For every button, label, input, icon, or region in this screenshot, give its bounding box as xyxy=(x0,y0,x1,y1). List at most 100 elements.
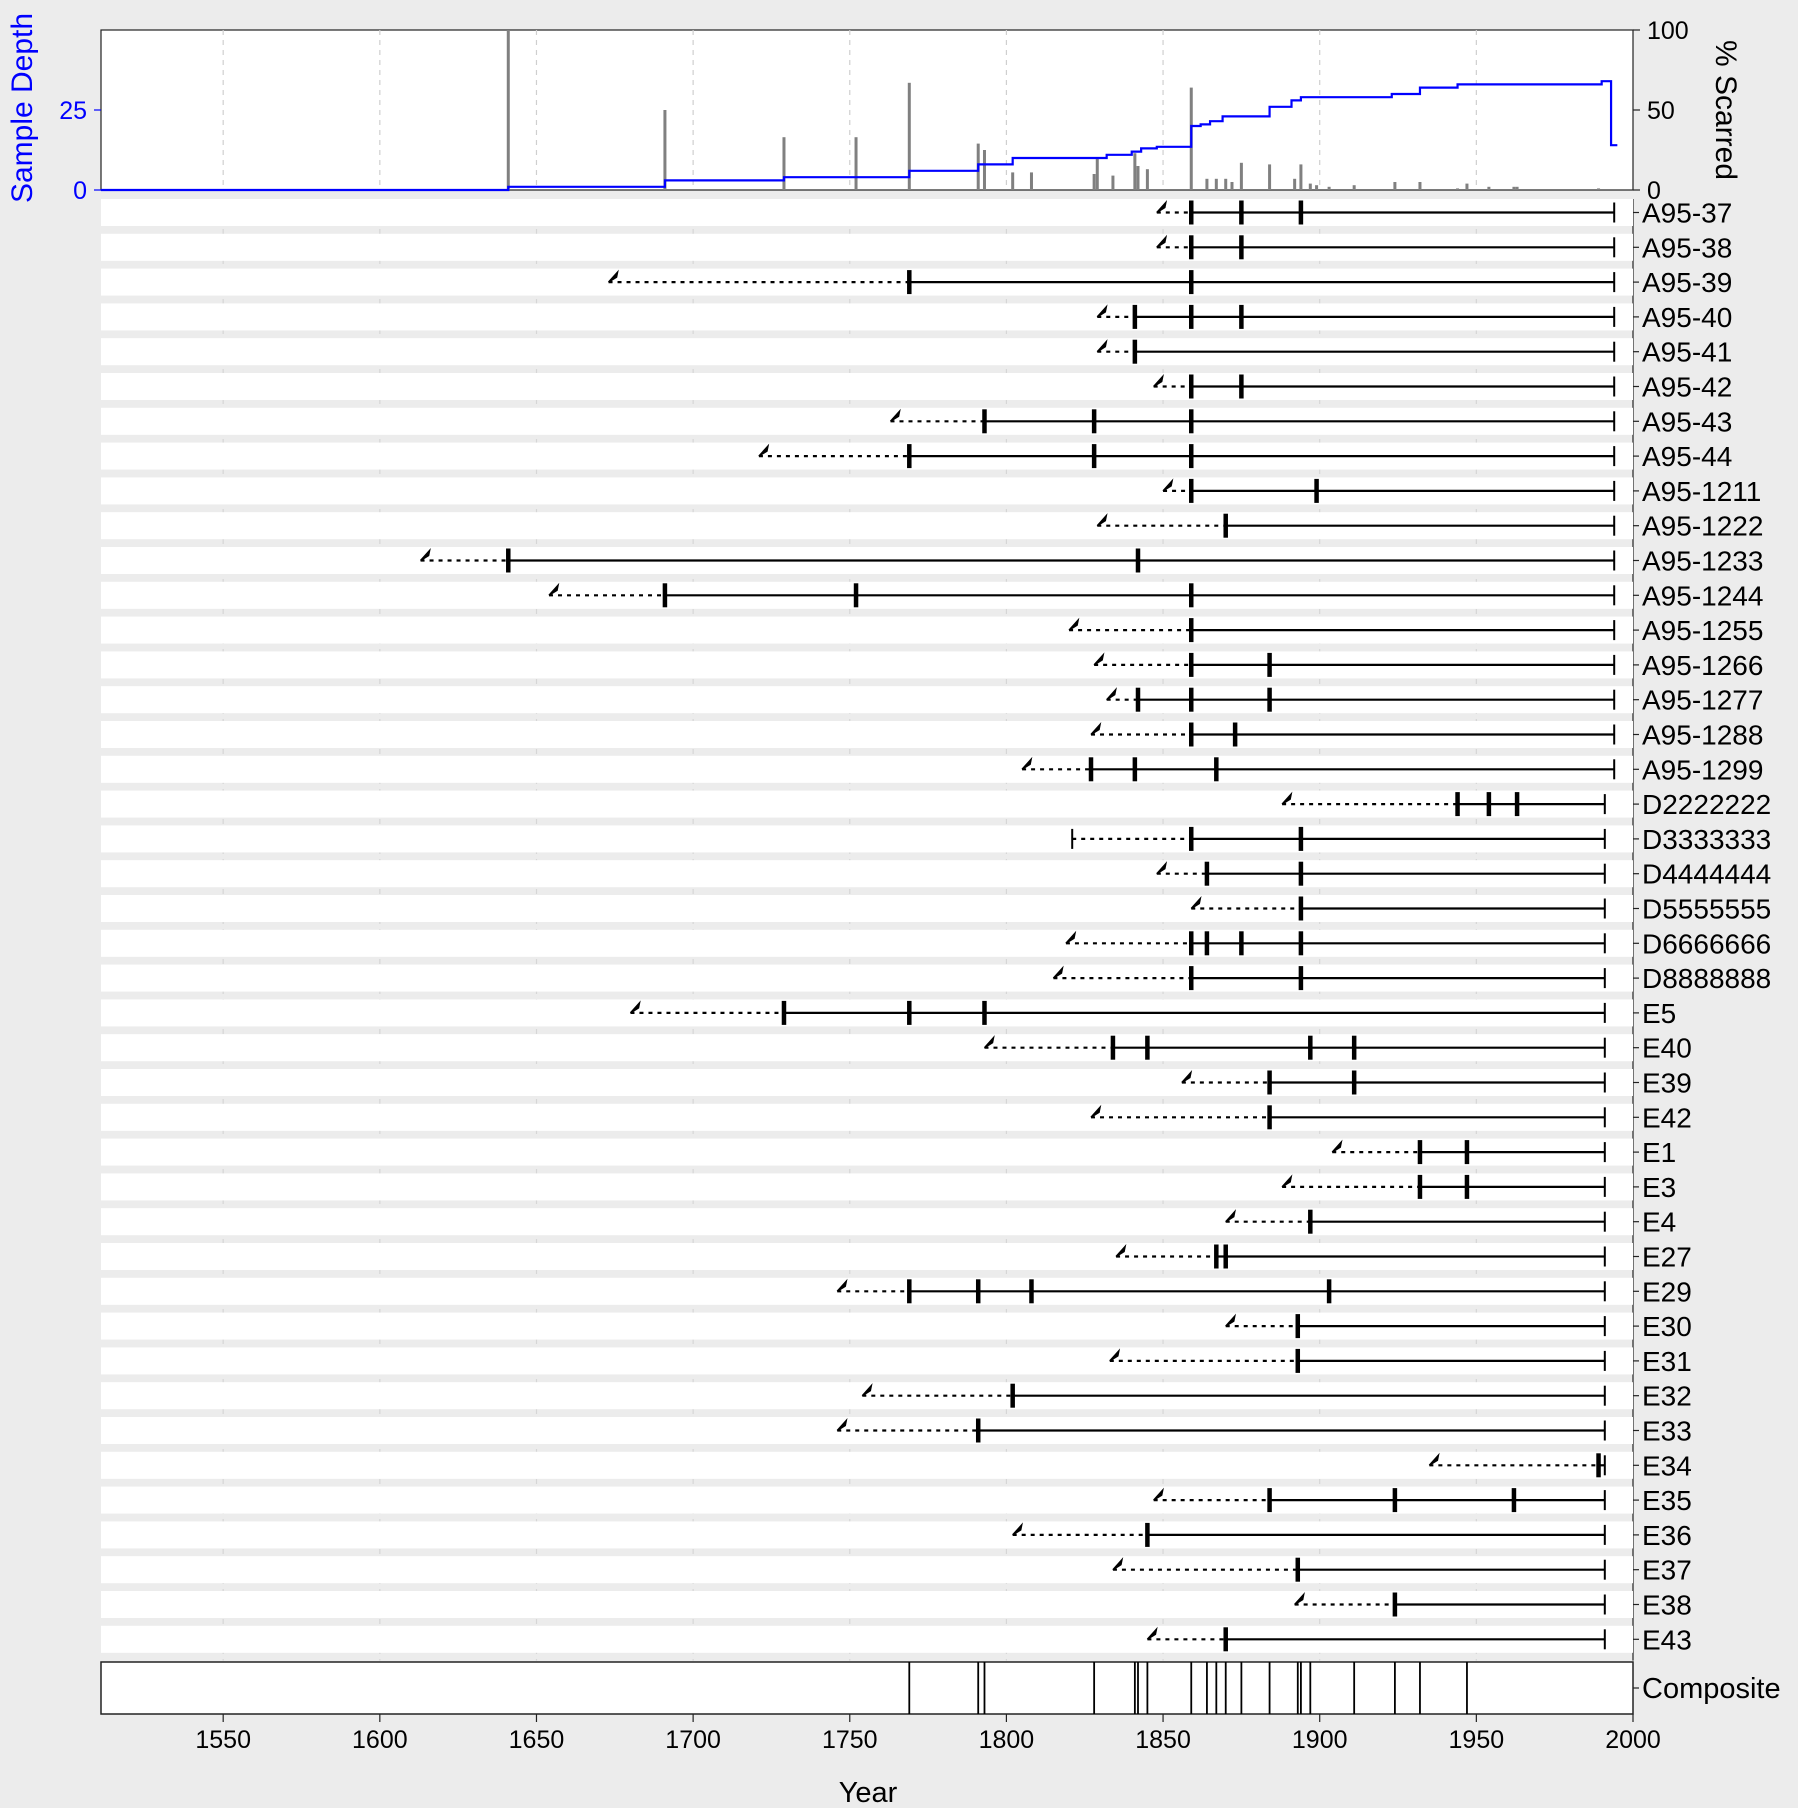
series-label: E34 xyxy=(1642,1450,1692,1481)
series-label: D6666666 xyxy=(1642,928,1771,959)
series-label: A95-41 xyxy=(1642,337,1732,368)
series-label: A95-1222 xyxy=(1642,511,1763,542)
series-label: A95-40 xyxy=(1642,302,1732,333)
series-label: A95-1233 xyxy=(1642,546,1763,577)
percent-scarred-bar xyxy=(1133,153,1137,190)
series-label: E43 xyxy=(1642,1624,1692,1655)
pith-marker xyxy=(1021,756,1033,770)
series-row: A95-37 xyxy=(101,198,1732,229)
percent-scarred-bar xyxy=(1145,169,1149,190)
percent-scarred-bar xyxy=(1214,178,1218,190)
pith-marker xyxy=(1181,1069,1193,1084)
series-row: A95-1255 xyxy=(101,615,1763,646)
series-row: D4444444 xyxy=(101,859,1771,890)
percent-scarred-bar xyxy=(663,110,667,190)
percent-scarred-bar xyxy=(506,30,510,190)
series-label: E40 xyxy=(1642,1033,1692,1064)
percent-scarred-bar xyxy=(982,150,986,190)
sample-depth-tick-label: 25 xyxy=(59,97,87,125)
series-row: A95-1266 xyxy=(101,650,1763,681)
percent-scarred-bars xyxy=(506,30,1601,190)
series-row: A95-1277 xyxy=(101,685,1763,716)
series-label: D2222222 xyxy=(1642,789,1771,820)
pith-marker xyxy=(1093,652,1105,666)
x-tick-label: 1550 xyxy=(195,1726,251,1754)
series-band xyxy=(101,1138,1633,1166)
percent-scarred-bar xyxy=(1299,164,1303,190)
pith-marker xyxy=(983,1035,995,1049)
percent-scarred-bar xyxy=(1029,172,1033,190)
tree-series: A95-37A95-38A95-39A95-40A95-41A95-42A95-… xyxy=(101,198,1771,1655)
series-label: D5555555 xyxy=(1642,894,1771,925)
percent-scarred-bar xyxy=(907,82,911,190)
percent-scarred-tick-label: 50 xyxy=(1647,97,1675,125)
series-label: E36 xyxy=(1642,1520,1692,1551)
percent-scarred-bar xyxy=(1095,158,1099,190)
series-label: A95-37 xyxy=(1642,198,1732,229)
pith-marker xyxy=(1109,1348,1121,1362)
series-row: D8888888 xyxy=(101,963,1771,994)
percent-scarred-bar xyxy=(1327,186,1331,190)
pith-marker xyxy=(1190,895,1202,910)
percent-scarred-tick-label: 0 xyxy=(1647,177,1661,205)
series-row: E37 xyxy=(101,1555,1692,1586)
percent-scarred-bar xyxy=(1239,162,1243,190)
series-row: A95-42 xyxy=(101,372,1732,403)
pith-marker xyxy=(1068,617,1080,631)
pith-marker xyxy=(1225,1313,1236,1327)
percent-scarred-bar xyxy=(1111,175,1115,190)
series-row: E4 xyxy=(101,1207,1676,1238)
series-row: A95-43 xyxy=(101,406,1732,437)
series-row: E36 xyxy=(101,1520,1692,1551)
series-row: D5555555 xyxy=(101,894,1771,925)
series-label: A95-43 xyxy=(1642,406,1732,437)
series-label: E38 xyxy=(1642,1590,1692,1621)
percent-scarred-bar xyxy=(1011,172,1015,190)
series-label: D8888888 xyxy=(1642,963,1771,994)
pith-marker xyxy=(1225,1209,1236,1223)
series-label: E3 xyxy=(1642,1172,1676,1203)
percent-scarred-bar xyxy=(782,137,786,190)
percent-scarred-bar xyxy=(1487,186,1491,190)
pith-marker xyxy=(1162,478,1174,492)
percent-scarred-bar xyxy=(1230,182,1234,190)
series-label: A95-1288 xyxy=(1642,720,1763,751)
x-tick-label: 1650 xyxy=(509,1726,565,1754)
percent-scarred-bar xyxy=(1465,183,1469,190)
series-row: E27 xyxy=(101,1242,1692,1273)
sample-depth-axis-label: Sample Depth xyxy=(6,13,39,203)
series-label: A95-1299 xyxy=(1642,754,1763,785)
pith-marker xyxy=(1156,199,1168,214)
series-label: E39 xyxy=(1642,1068,1692,1099)
series-label: A95-1277 xyxy=(1642,685,1763,716)
pith-marker xyxy=(1281,1174,1293,1188)
pith-marker xyxy=(1294,1591,1305,1606)
composite-frame xyxy=(100,1661,1634,1715)
percent-scarred-bar xyxy=(1597,188,1601,190)
series-row: A95-1233 xyxy=(101,546,1763,577)
series-label: A95-39 xyxy=(1642,267,1732,298)
series-row: A95-1244 xyxy=(101,580,1763,611)
series-label: E29 xyxy=(1642,1276,1692,1307)
percent-scarred-bar xyxy=(1268,164,1272,190)
series-band xyxy=(101,1451,1633,1479)
series-row: D3333333 xyxy=(101,824,1771,855)
x-tick-label: 1850 xyxy=(1135,1726,1191,1754)
series-label: A95-1244 xyxy=(1642,580,1763,611)
percent-scarred-bar xyxy=(1092,174,1096,190)
pith-marker xyxy=(1153,373,1164,388)
x-tick-label: 1700 xyxy=(665,1726,721,1754)
series-row: A95-1299 xyxy=(101,754,1763,785)
sample-depth-axis: 0 25 xyxy=(59,97,101,205)
pith-marker xyxy=(889,408,901,422)
pith-marker xyxy=(607,269,619,283)
x-tick-label: 1950 xyxy=(1449,1726,1505,1754)
year-axis: 1550 1600 1650 1700 1750 1800 1850 1900 1950 2000 xyxy=(195,1714,1661,1754)
sample-depth-panel-frame xyxy=(100,29,1634,191)
series-label: A95-44 xyxy=(1642,441,1732,472)
series-row: E33 xyxy=(101,1416,1692,1447)
pith-marker xyxy=(1331,1139,1343,1153)
series-label: E33 xyxy=(1642,1416,1692,1447)
series-label: A95-1255 xyxy=(1642,615,1763,646)
pith-marker xyxy=(836,1278,848,1292)
